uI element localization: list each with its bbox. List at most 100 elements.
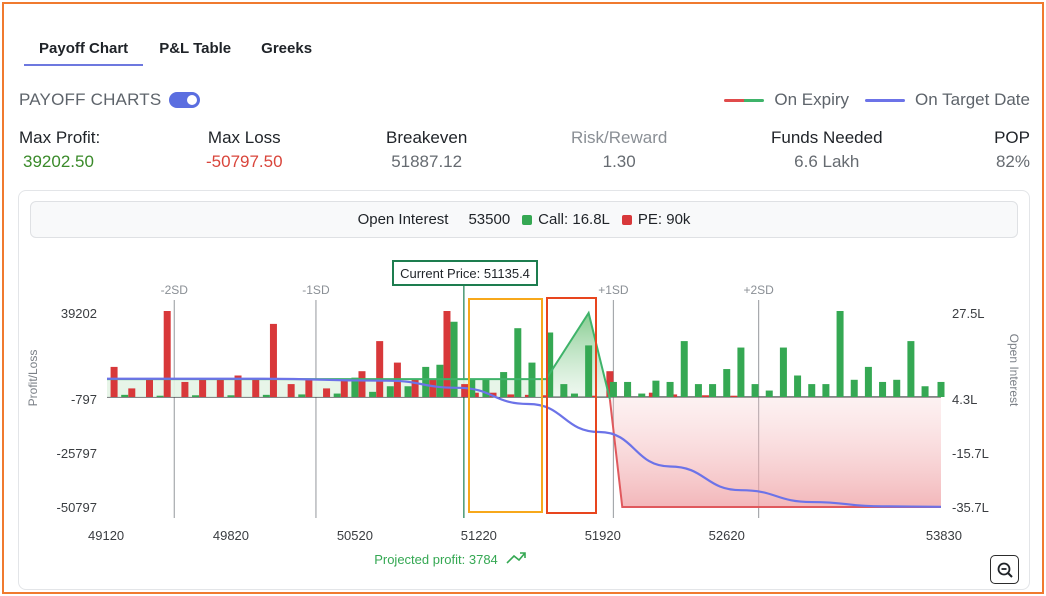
y-right-tick: 27.5L [952,306,985,321]
y-axis-left-label: Profit/Loss [26,350,40,407]
current-price-box [392,260,538,286]
zoom-out-button[interactable] [990,555,1019,584]
call-oi-bar [570,393,578,397]
projected-profit-label: Projected profit: 3784 [374,552,498,567]
pe-oi-bar [323,388,331,397]
pe-oi-bar [199,379,207,397]
loss-area [609,397,941,507]
call-oi-bar [937,381,945,397]
stat-breakeven-value: 51887.12 [391,152,463,171]
call-oi-bar [404,386,412,397]
sd-label: +2SD [743,283,774,297]
pe-oi-bar [181,381,189,397]
y-right-tick: -35.7L [952,500,989,515]
x-tick: 52620 [709,528,745,543]
call-oi-bar [921,386,929,397]
call-oi-bar [709,384,717,397]
call-oi-bar [779,347,787,397]
y-left-tick: -25797 [57,446,97,461]
call-oi-bar [666,381,674,397]
pe-oi-bar [110,366,118,397]
open-interest-bar: Open Interest 53500 Call: 16.8L PE: 90k [30,201,1018,238]
call-oi-bar [333,393,341,397]
stat-pop-label: POP [994,128,1030,147]
pe-oi-bar [648,392,656,397]
pe-oi-bar [269,323,277,397]
y-right-tick: 4.3L [952,392,977,407]
legend-target-swatch [865,98,906,102]
pe-oi-bar [588,395,596,397]
call-oi-bar [482,379,490,397]
call-oi-bar [351,377,359,397]
call-oi-bar [422,366,430,397]
legend-target-label: On Target Date [915,90,1030,109]
stat-funds-needed-label: Funds Needed [771,128,883,147]
pe-oi-bar [701,395,709,397]
stat-breakeven-label: Breakeven [386,128,468,147]
stat-risk-reward-value: 1.30 [602,152,636,171]
oi-bars [110,311,945,397]
x-tick: 51920 [585,528,621,543]
highlight-box-red [546,297,597,514]
y-right-tick: -15.7L [952,446,989,461]
stat-funds-needed: Funds Needed 6.6 Lakh [771,128,883,172]
call-swatch-icon [522,215,533,225]
call-oi-bar [560,384,568,397]
call-oi-bar [808,384,816,397]
legend-expiry-swatch [724,98,765,102]
call-oi-bar [694,384,702,397]
x-tick: 51220 [461,528,497,543]
call-oi-bar [298,394,306,397]
call-oi-bar [765,390,773,397]
call-oi-bar [879,381,887,397]
open-interest-call: Call: 16.8L [522,211,610,228]
pe-oi-bar [670,394,678,397]
y-left-tick: -797 [71,392,97,407]
call-oi-bar [436,364,444,397]
payoff-charts-toggle[interactable] [169,92,201,108]
open-interest-label: Open Interest [357,211,449,228]
call-oi-bar [751,384,759,397]
payoff-lines [107,310,942,508]
call-oi-bar [514,328,522,397]
current-price-label: Current Price: 51135.4 [400,266,530,281]
stat-risk-reward: Risk/Reward 1.30 [571,128,667,172]
pe-oi-bar [358,371,366,397]
stat-breakeven: Breakeven 51887.12 [386,128,467,172]
pe-oi-bar [163,311,171,397]
stat-max-profit-value: 39202.50 [23,152,94,171]
pe-oi-bar [429,379,437,397]
pe-oi-bar [340,379,348,397]
x-tick: 50520 [337,528,373,543]
call-oi-bar [609,381,617,397]
legend-expiry-label: On Expiry [774,90,850,109]
pe-oi-bar [443,311,451,397]
call-oi-bar [585,345,593,397]
call-oi-bar [822,384,830,397]
stat-risk-reward-label: Risk/Reward [571,128,668,147]
stat-funds-needed-value: 6.6 Lakh [794,152,860,171]
stat-max-loss-label: Max Loss [207,128,281,147]
call-oi-bar [850,379,858,397]
pe-oi-bar [216,379,224,397]
tab-payoff-chart[interactable]: Payoff Chart [24,36,144,66]
tab-pl-table[interactable]: P&L Table [159,40,232,57]
stat-pop: POP 82% [994,128,1030,172]
stat-max-profit: Max Profit: 39202.50 [19,128,100,172]
sd-label: -2SD [161,283,189,297]
call-oi-bar [156,395,164,397]
stat-max-profit-label: Max Profit: [19,128,101,147]
pe-oi-bar [234,375,242,397]
profit-area-peak [546,313,610,397]
call-oi-bar [893,379,901,397]
call-oi-bar [652,380,660,397]
call-oi-bar [369,391,377,397]
pe-oi-bar [128,388,136,397]
pe-oi-bar [145,379,153,397]
open-interest-call-text: Call: 16.8L [538,211,610,228]
highlight-box-orange [468,298,543,513]
call-oi-bar [121,394,129,397]
pe-oi-bar [507,394,515,397]
tab-greeks[interactable]: Greeks [261,40,313,57]
